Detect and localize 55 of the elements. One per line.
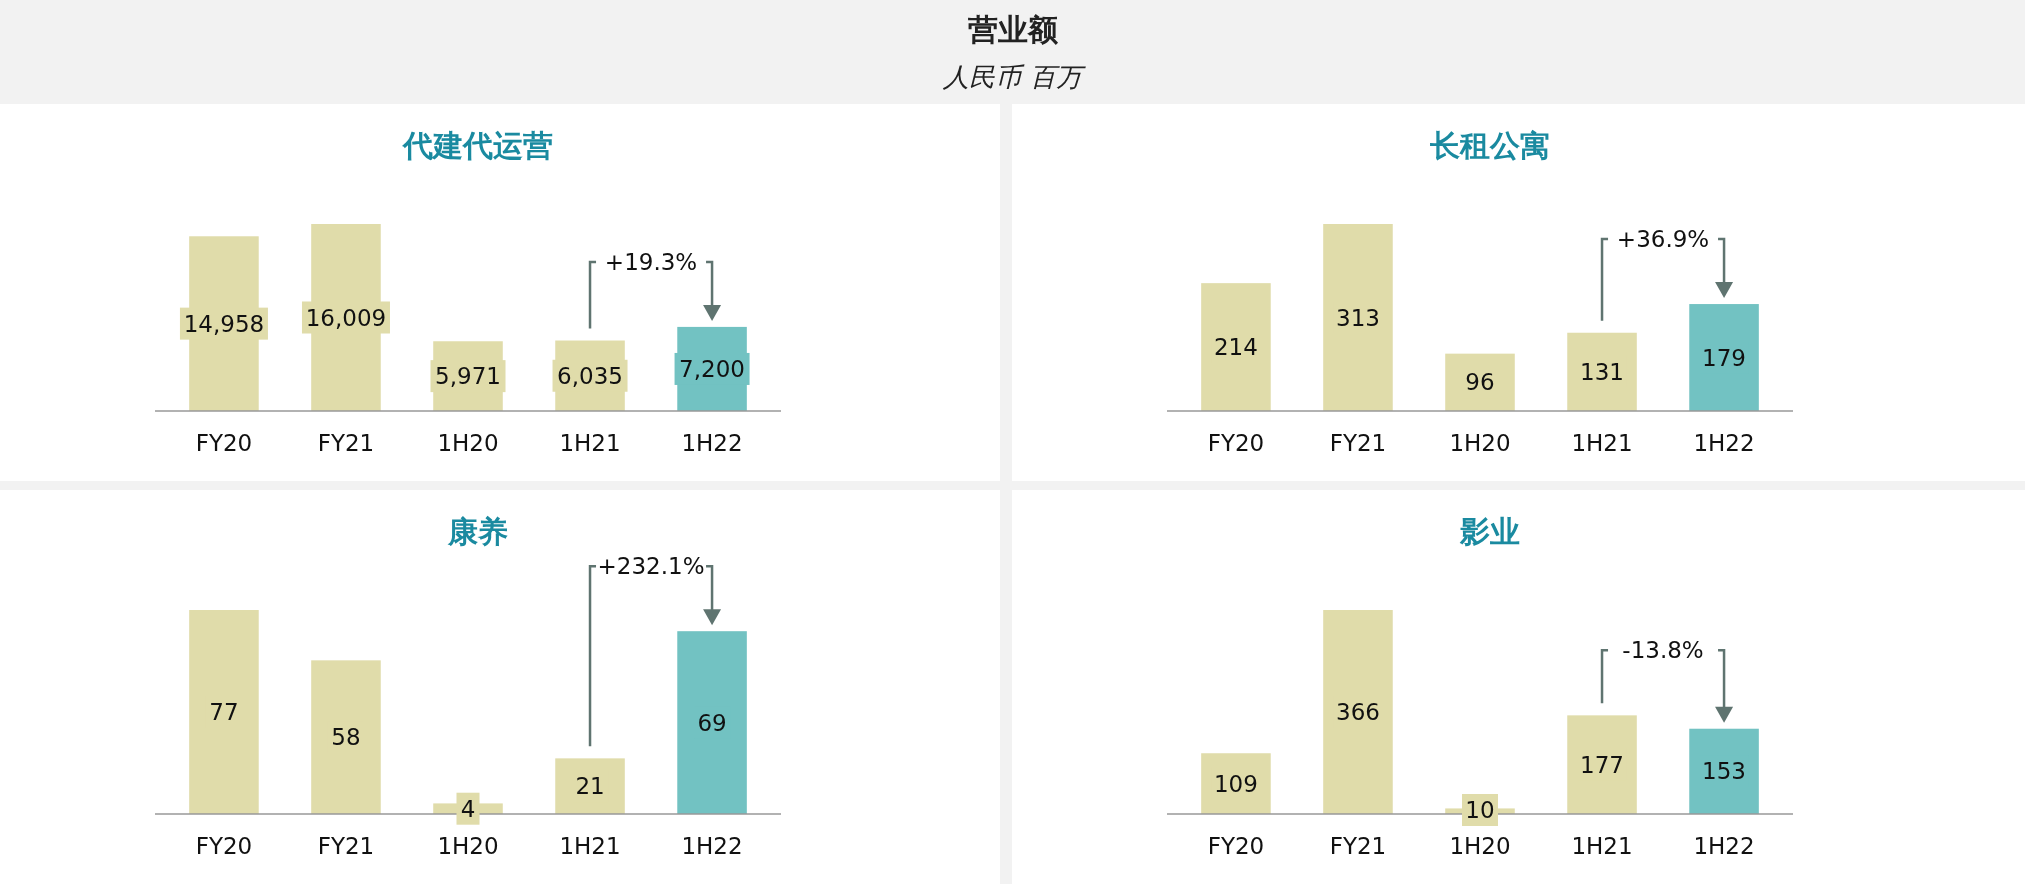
x-tick-label: 1H22 [681,833,743,859]
x-tick-label: 1H21 [1571,833,1633,859]
x-tick-label: 1H22 [1693,833,1755,859]
bar [677,631,747,814]
data-label: 214 [1213,334,1258,361]
data-label: 109 [1213,770,1258,797]
data-label: 177 [1580,751,1624,778]
data-label: 7,200 [679,355,745,382]
data-label: 16,009 [305,304,387,331]
chart-title: 代建代运营 [401,128,553,163]
bar [1323,610,1393,814]
x-tick-label: FY20 [195,430,253,456]
data-label: 21 [575,773,605,800]
x-tick-label: FY20 [1207,833,1265,859]
bar [189,610,259,814]
text: 人民币 百万 [942,62,1086,92]
data-label: 4 [460,795,476,822]
x-tick-label: 1H21 [559,430,621,456]
data-label: 5,971 [435,363,501,390]
data-label: 69 [697,709,727,736]
x-tick-label: FY21 [1329,833,1387,859]
data-label: 58 [331,724,361,751]
x-tick-label: 1H21 [559,833,621,859]
chart-title: 康养 [447,514,508,549]
x-tick-label: 1H20 [1449,430,1511,456]
x-tick-label: FY20 [1207,430,1265,456]
data-label: 10 [1465,797,1495,823]
x-tick-label: FY20 [195,833,253,859]
data-label: 6,035 [557,362,623,389]
annotation: +19.3% [604,248,698,275]
chart-title: 影业 [1459,514,1520,549]
annotation: -13.8% [1622,637,1704,664]
data-label: 153 [1702,758,1747,785]
data-label: 366 [1336,699,1380,725]
data-label: 14,958 [183,310,265,337]
data-label: 131 [1580,358,1624,385]
data-label: 96 [1465,369,1495,396]
chart-title: 长租公寓 [1429,128,1550,163]
data-label: 77 [209,699,239,725]
x-tick-label: 1H20 [437,833,499,859]
data-label: 179 [1702,344,1747,371]
bar [1323,224,1393,411]
data-label: 313 [1336,304,1380,331]
bar [311,660,381,814]
x-tick-label: 1H20 [1449,833,1511,859]
x-tick-label: 1H22 [681,430,743,456]
x-tick-label: FY21 [317,430,375,456]
annotation: +36.9% [1616,226,1710,253]
x-tick-label: 1H21 [1571,430,1633,456]
x-tick-label: FY21 [317,833,375,859]
x-tick-label: 1H22 [1693,430,1755,456]
text: +232.1% [597,553,705,580]
x-tick-label: 1H20 [437,430,499,456]
text: 营业额 [967,12,1058,47]
x-tick-label: FY21 [1329,430,1387,456]
